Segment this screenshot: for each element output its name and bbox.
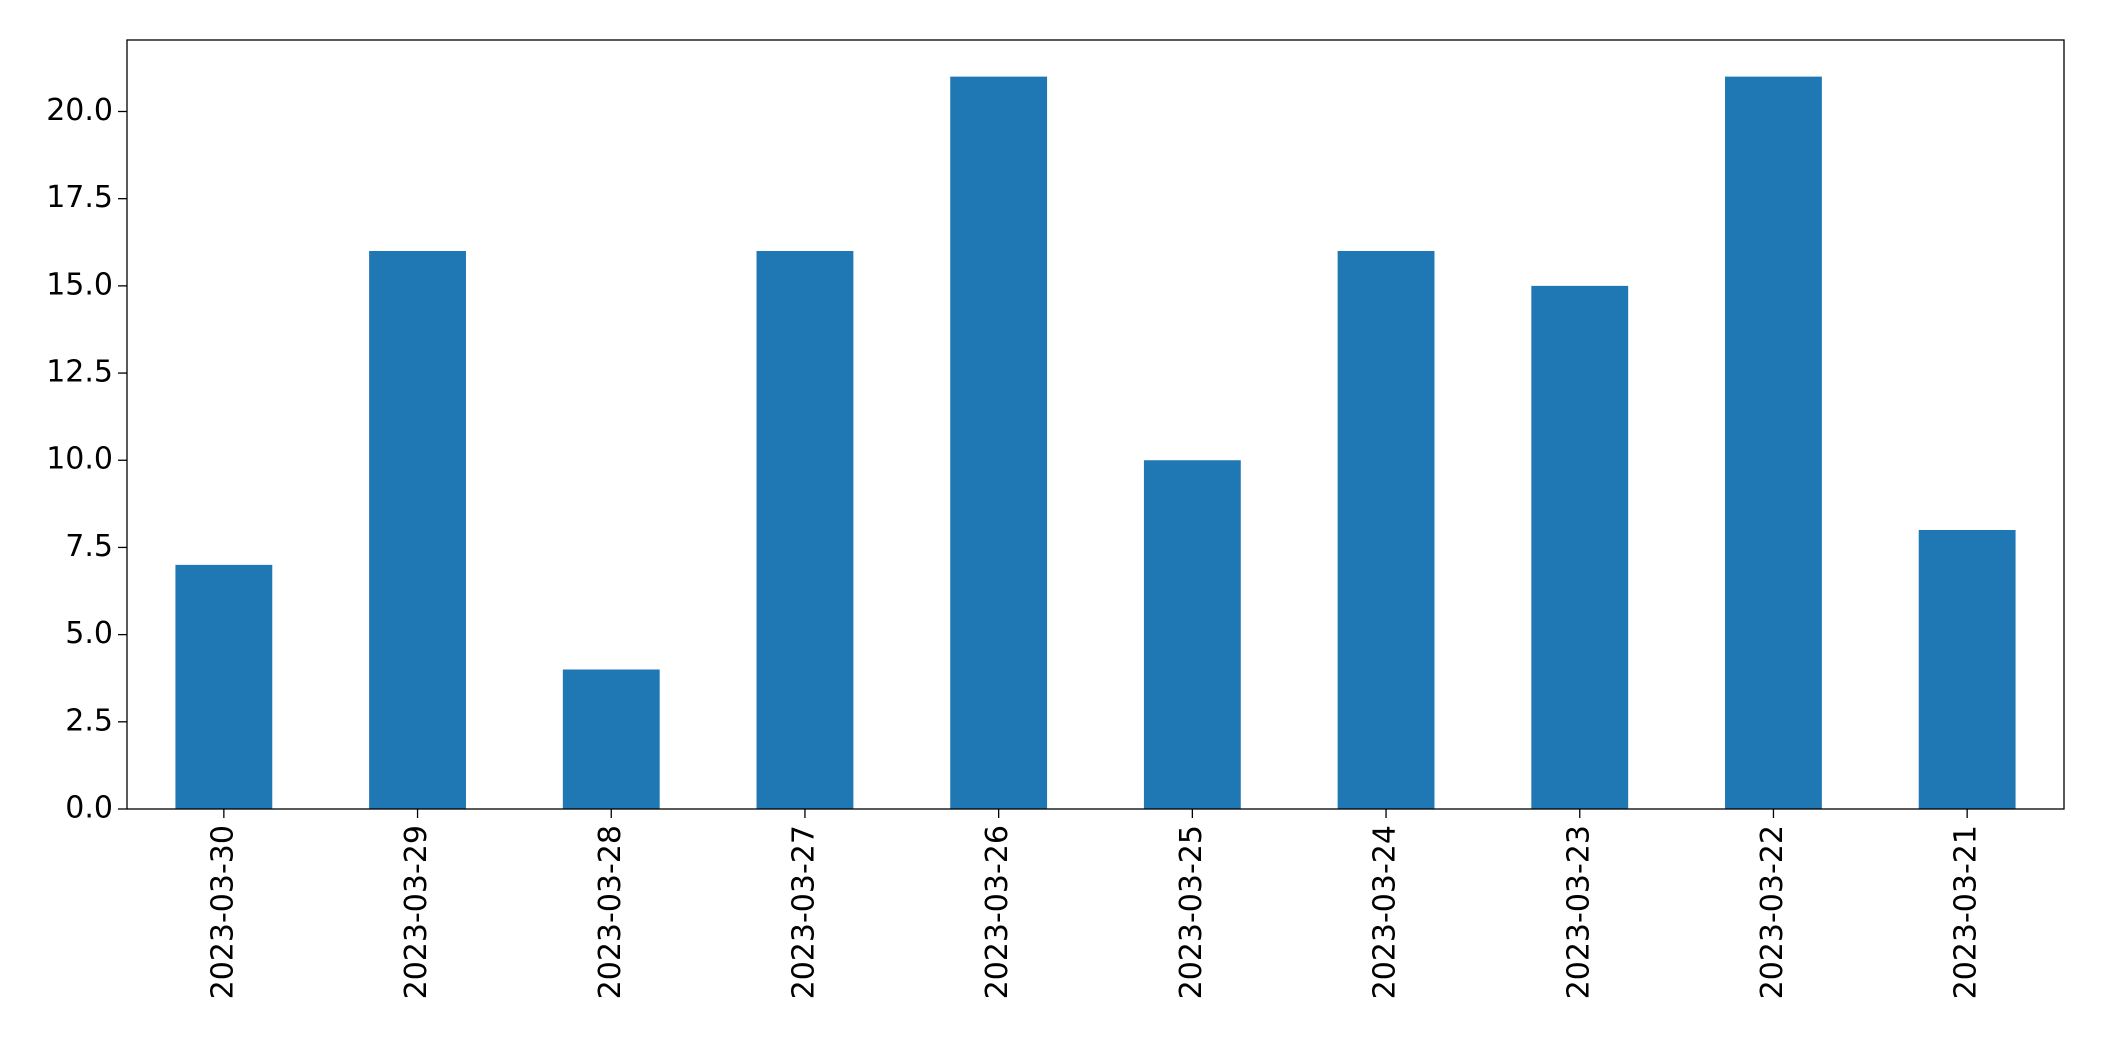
x-tick-label: 2023-03-29 [399,825,434,999]
x-tick-label: 2023-03-21 [1949,825,1984,999]
y-tick-label: 15.0 [46,267,113,302]
x-tick-label: 2023-03-28 [593,825,628,999]
y-tick-label: 5.0 [65,616,113,651]
x-tick-label: 2023-03-26 [980,825,1015,999]
y-tick-label: 20.0 [46,93,113,128]
bar [950,76,1048,810]
y-tick-label: 17.5 [46,180,113,215]
bar [756,250,854,809]
x-tick-label: 2023-03-27 [786,825,821,999]
bar [1725,76,1822,810]
bar [369,250,466,809]
bar [175,564,273,809]
bar [1531,285,1629,810]
y-tick-label: 2.5 [65,703,113,738]
x-tick-label: 2023-03-25 [1174,825,1209,999]
y-tick-label: 7.5 [65,529,113,564]
y-tick-label: 0.0 [65,791,113,826]
plot-frame [126,39,2065,810]
bar [562,669,660,809]
x-tick-label: 2023-03-24 [1368,825,1403,999]
y-tick-label: 10.0 [46,442,113,477]
x-tick-label: 2023-03-22 [1755,825,1790,999]
bar [1337,250,1435,809]
bar [1143,460,1241,809]
bar [1918,529,2016,809]
x-tick-label: 2023-03-23 [1561,825,1596,999]
x-tick-label: 2023-03-30 [205,825,240,999]
y-tick-label: 12.5 [46,355,113,390]
